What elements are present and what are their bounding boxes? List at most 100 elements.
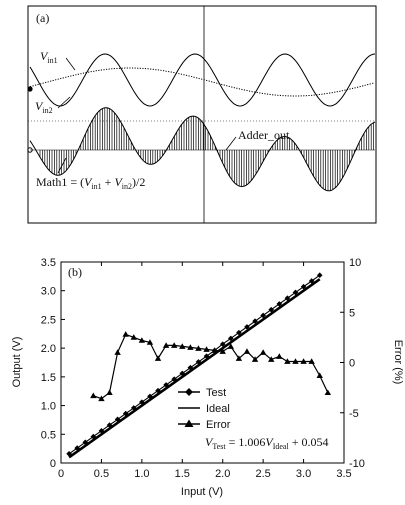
test-point — [171, 376, 177, 382]
error-point — [308, 358, 315, 364]
y-tick-label: 2.5 — [41, 314, 56, 326]
vin2-pointer — [57, 96, 71, 109]
panel-b-label: (b) — [68, 265, 82, 279]
math1-pointer — [57, 157, 67, 174]
error-point — [162, 342, 170, 348]
error-point — [243, 348, 251, 354]
test-point — [300, 283, 307, 290]
y2-tick-label: 5 — [349, 307, 355, 319]
x-tick-label: 3.0 — [296, 468, 311, 480]
test-point — [179, 370, 186, 377]
test-point — [130, 405, 137, 411]
test-point — [252, 318, 258, 324]
series-layer — [66, 272, 332, 459]
legend-item-test: Test — [178, 387, 226, 399]
error-point — [316, 372, 323, 378]
error-point — [227, 343, 234, 349]
x-tick-label: 1.0 — [134, 468, 149, 480]
error-point — [122, 331, 129, 337]
error-point — [146, 339, 154, 345]
legend-label-test: Test — [206, 387, 226, 399]
test-point — [66, 451, 72, 457]
test-point — [260, 312, 266, 319]
error-point — [179, 343, 186, 349]
error-point — [251, 356, 259, 362]
x-tick-label: 0 — [58, 468, 64, 480]
legend-label-error: Error — [206, 419, 231, 431]
vin2-trace — [29, 53, 376, 107]
error-point — [268, 356, 275, 362]
test-point — [276, 301, 283, 307]
panel-a-label: (a) — [36, 11, 49, 25]
y2-tick-label: -5 — [349, 408, 359, 420]
test-point — [228, 335, 234, 342]
error-point — [203, 346, 210, 352]
test-point — [187, 364, 194, 371]
error-point — [219, 348, 226, 354]
y-tick-label: 0 — [50, 458, 56, 470]
legend-item-ideal: Ideal — [178, 403, 230, 415]
error-point — [292, 358, 299, 364]
legend-item-error: Error — [178, 419, 231, 431]
y-tick-label: 2.0 — [41, 343, 56, 355]
adder-out-pointer — [225, 136, 237, 151]
x-tick-label: 1.5 — [175, 468, 190, 480]
math1-trace — [29, 107, 376, 192]
test-point — [219, 341, 226, 347]
error-point — [90, 392, 97, 399]
legend: Test Ideal Error — [178, 387, 231, 431]
error-point — [276, 353, 283, 359]
test-point — [284, 295, 291, 301]
y2-tick-label: 10 — [349, 257, 361, 269]
test-point — [203, 353, 210, 359]
test-point — [236, 329, 242, 336]
error-point — [138, 337, 146, 343]
test-point — [106, 422, 113, 428]
ideal-series-line — [68, 278, 321, 459]
triangle-marker-icon — [184, 419, 194, 427]
panel-a: (a) Vin1 Vin2 Adder_out Math1 = (Vin1 + … — [27, 5, 377, 224]
y-tick-label: 1.5 — [41, 372, 56, 384]
error-point — [114, 349, 121, 355]
x-tick-label: 2.5 — [255, 468, 270, 480]
vin1-label: Vin1 — [40, 49, 58, 65]
test-point — [114, 416, 121, 423]
ch1-marker — [27, 86, 33, 92]
math1-label: Math1 = (Vin1 + Vin2)/2 — [36, 175, 145, 191]
y2-axis-title: Error (%) — [392, 340, 404, 385]
y2-tick-label: -10 — [349, 458, 365, 470]
test-point — [139, 399, 145, 405]
test-point — [98, 428, 105, 434]
adder-out-label: Adder_out — [238, 128, 290, 142]
test-point — [195, 359, 202, 365]
error-point — [324, 389, 332, 396]
error-point — [98, 395, 105, 402]
test-point — [147, 393, 153, 400]
error-point — [154, 355, 162, 361]
error-point — [284, 358, 291, 364]
y-tick-label: 1.0 — [41, 401, 56, 413]
waveforms — [29, 53, 376, 192]
panel-b: (b) 0 0.5 1.0 1.5 2.0 2.5 3.0 3.5 0 0.5 1.0 1.5 2.0 2… — [11, 257, 404, 498]
test-point — [163, 382, 169, 388]
test-point — [155, 387, 161, 394]
scope-frame — [27, 5, 377, 224]
y-tick-label: 3.5 — [41, 257, 56, 269]
legend-label-ideal: Ideal — [206, 403, 230, 415]
error-point — [171, 342, 178, 348]
x-tick-label: 2.0 — [215, 468, 230, 480]
x-tick-label: 3.5 — [336, 468, 351, 480]
test-point — [122, 410, 129, 417]
y-tick-label: 3.0 — [41, 286, 56, 298]
fit-equation: VTest = 1.006VIdeal + 0.054 — [205, 435, 328, 451]
error-point — [187, 344, 194, 350]
error-point — [195, 345, 202, 351]
test-series-line — [68, 274, 321, 455]
diamond-marker-icon — [185, 388, 193, 396]
vin2-label: Vin2 — [35, 99, 53, 115]
test-point — [90, 433, 97, 440]
test-point — [268, 306, 275, 313]
error-point — [106, 389, 113, 396]
test-point — [292, 289, 299, 296]
